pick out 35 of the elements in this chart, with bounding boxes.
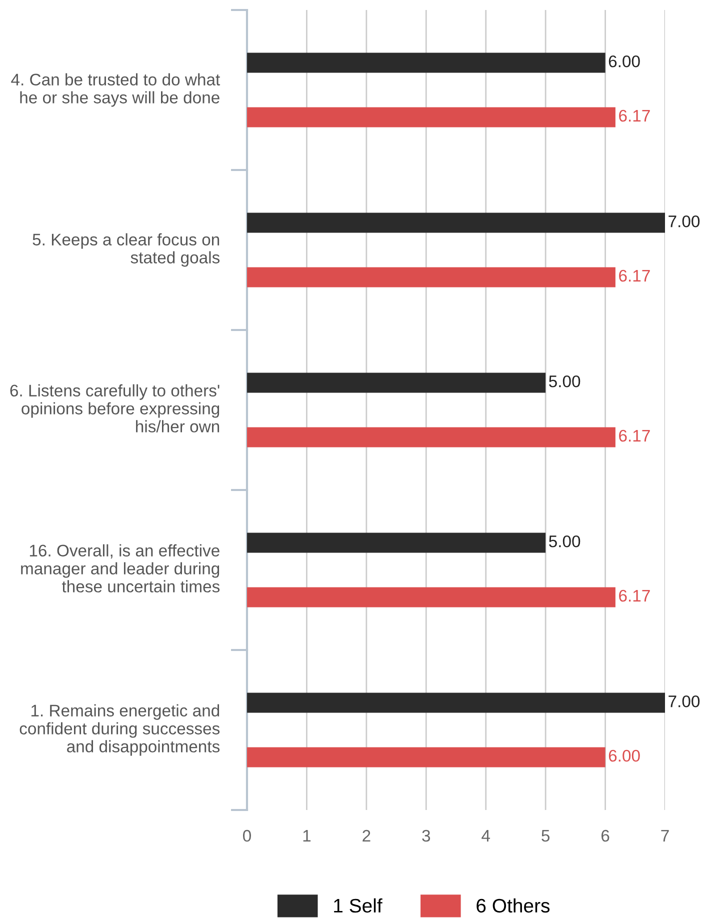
y-tick-label: 16. Overall, is an effective manager and leader during these uncertain times — [21, 544, 220, 592]
bar — [247, 212, 665, 233]
data-label: 6.17 — [619, 110, 650, 122]
y-tick-label: 1. Remains energetic and confident during successes and disappointments — [20, 704, 220, 756]
bar — [247, 427, 616, 448]
data-label: 6.17 — [619, 270, 650, 282]
x-tick-label: 3 — [422, 830, 430, 842]
data-label: 5.00 — [549, 535, 580, 548]
bar — [247, 747, 606, 768]
bar — [247, 52, 606, 73]
y-tick-label: 4. Can be trusted to do what he or she says will be done — [11, 73, 220, 107]
x-tick-label: 5 — [542, 830, 550, 842]
x-tick-label: 1 — [303, 830, 311, 842]
x-tick-label: 0 — [243, 830, 251, 842]
legend-label: 1 Self — [334, 898, 382, 913]
x-tick-label: 7 — [661, 830, 669, 842]
bar — [247, 692, 665, 713]
data-label: 6.17 — [619, 430, 650, 442]
data-label: 5.00 — [549, 375, 580, 388]
bar — [247, 267, 616, 288]
legend-label: 6 Others — [476, 898, 550, 913]
y-tick-label: 5. Keeps a clear focus on stated goals — [32, 233, 220, 267]
data-label: 6.00 — [608, 55, 640, 68]
x-tick-label: 4 — [482, 830, 490, 842]
x-tick-label: 6 — [602, 830, 610, 842]
bar — [247, 587, 616, 608]
data-label: 6.00 — [608, 750, 640, 762]
bar — [247, 532, 546, 553]
bar — [247, 107, 616, 128]
data-label: 7.00 — [668, 695, 700, 708]
y-tick-label: 6. Listens carefully to others' opinions before expressing his/her own — [10, 384, 220, 432]
data-label: 6.17 — [619, 590, 650, 602]
bar — [247, 372, 546, 393]
data-label: 7.00 — [668, 215, 700, 228]
x-tick-label: 2 — [362, 830, 370, 842]
